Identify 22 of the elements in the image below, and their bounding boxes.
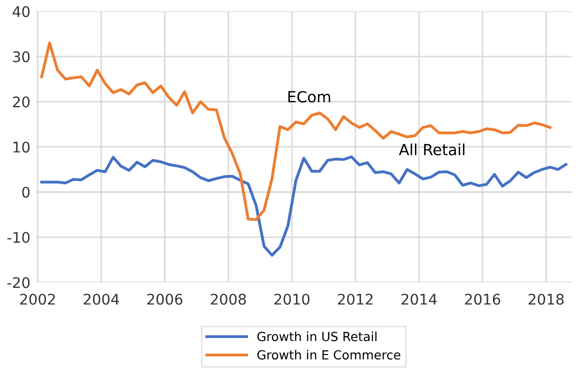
annotation: ECom [288, 90, 330, 103]
annotation: All Retail [398, 144, 464, 156]
x-tick-label: 2012 [338, 294, 373, 305]
x-tick-label: 2014 [402, 294, 437, 305]
legend-label: Growth in E Commerce [257, 350, 400, 360]
y-tick-label: -20 [7, 277, 30, 288]
y-tick-label: 20 [13, 96, 30, 108]
y-tick-label: 40 [12, 6, 30, 18]
y-tick-label: 30 [13, 51, 30, 62]
legend-label: Growth in US Retail [257, 332, 376, 342]
x-tick-label: 2002 [20, 294, 55, 305]
y-tick-label: -10 [7, 232, 30, 243]
x-tick-label: 2008 [210, 294, 246, 305]
x-tick-label: 2004 [84, 294, 119, 305]
y-tick-label: 10 [14, 142, 30, 153]
x-tick-label: 2018 [528, 294, 564, 305]
line-series [40, 155, 568, 257]
line-series [40, 42, 552, 221]
x-tick-label: 2016 [465, 294, 500, 305]
y-tick-label: 0 [22, 186, 30, 198]
x-tick-label: 2006 [147, 294, 182, 305]
x-tick-label: 2010 [274, 294, 310, 305]
